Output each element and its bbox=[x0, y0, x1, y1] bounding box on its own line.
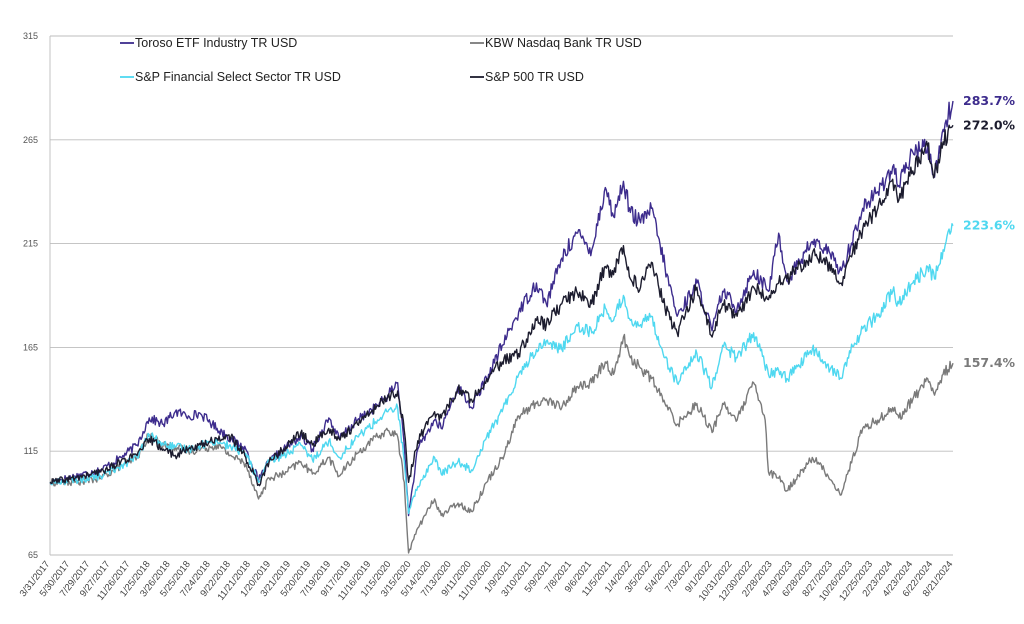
y-tick-label: 165 bbox=[23, 342, 38, 352]
y-tick-label: 115 bbox=[24, 446, 38, 456]
legend-label: S&P Financial Select Sector TR USD bbox=[135, 70, 341, 84]
end-labels: 283.7% 157.4% 223.6% 272.0% bbox=[963, 93, 1016, 370]
y-tick-label: 215 bbox=[23, 239, 38, 249]
end-value-label: 283.7% bbox=[963, 93, 1016, 108]
series-line bbox=[49, 223, 954, 515]
series-line bbox=[49, 333, 954, 554]
end-value-label: 223.6% bbox=[963, 218, 1016, 233]
series-layer bbox=[49, 100, 954, 554]
axis-layer: 315265215165115653/31/20175/30/20177/29/… bbox=[18, 31, 956, 603]
grid-layer bbox=[50, 35, 953, 556]
legend-label: S&P 500 TR USD bbox=[485, 70, 584, 84]
y-tick-label: 265 bbox=[23, 135, 38, 145]
y-tick-label: 65 bbox=[28, 550, 38, 560]
end-value-label: 157.4% bbox=[963, 355, 1016, 370]
series-line bbox=[49, 100, 954, 517]
y-tick-label: 315 bbox=[23, 31, 38, 41]
legend-label: Toroso ETF Industry TR USD bbox=[135, 36, 297, 50]
end-value-label: 272.0% bbox=[963, 117, 1016, 132]
legend-label: KBW Nasdaq Bank TR USD bbox=[485, 36, 642, 50]
legend: Toroso ETF Industry TR USD KBW Nasdaq Ban… bbox=[120, 36, 642, 84]
series-line bbox=[49, 124, 954, 487]
